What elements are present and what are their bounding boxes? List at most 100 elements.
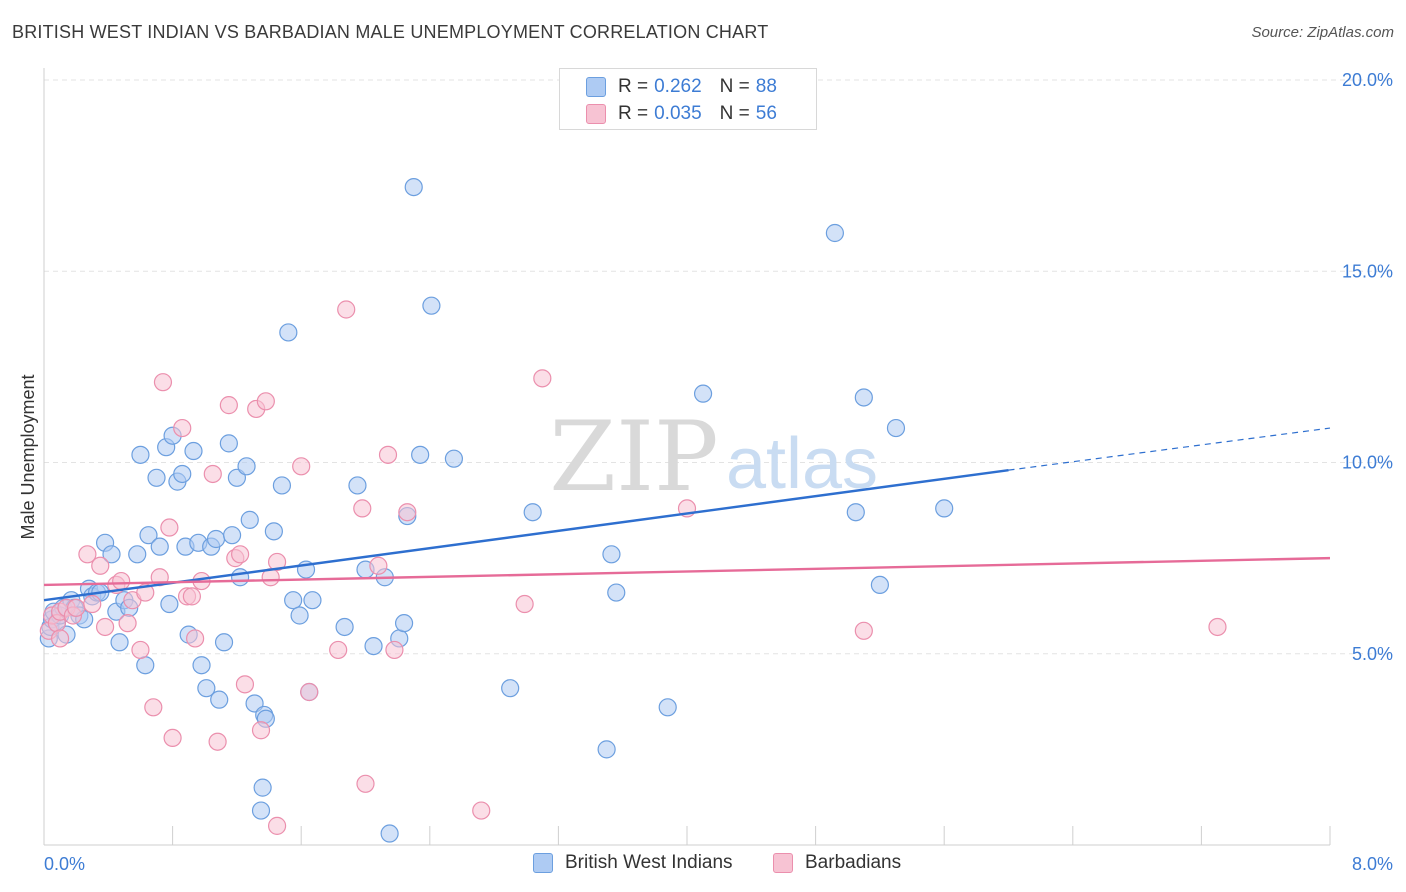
legend-item-british-west-indians[interactable]: British West Indians (533, 852, 733, 874)
r-value: 0.035 (654, 103, 702, 124)
points-layer (39, 178, 1227, 843)
point-british-west-indians (102, 545, 121, 564)
point-british-west-indians (214, 633, 234, 652)
point-barbadians (385, 640, 404, 660)
point-british-west-indians (240, 510, 259, 529)
point-british-west-indians (210, 690, 229, 709)
point-barbadians (267, 816, 287, 835)
point-barbadians (292, 457, 311, 476)
point-barbadians (182, 587, 201, 606)
point-british-west-indians (173, 464, 192, 484)
point-british-west-indians (160, 594, 179, 614)
point-british-west-indians (693, 384, 713, 403)
point-barbadians (163, 728, 182, 748)
point-barbadians (854, 621, 873, 640)
point-british-west-indians (348, 476, 367, 495)
x-tick-label-max: 8.0% (1352, 854, 1393, 874)
y-tick-label: 15.0% (1342, 261, 1393, 281)
point-british-west-indians (184, 441, 203, 461)
point-barbadians (67, 598, 86, 617)
point-barbadians (329, 640, 348, 660)
axis-layer: 5.0% 10.0% 15.0% 20.0% 0.0% 8.0% (43, 68, 1393, 874)
point-barbadians (533, 369, 552, 388)
point-british-west-indians (251, 801, 271, 820)
point-british-west-indians (136, 656, 155, 675)
point-british-west-indians (607, 583, 626, 602)
legend-item-barbadians[interactable]: Barbadians (773, 852, 901, 874)
point-barbadians (267, 552, 287, 572)
point-barbadians (50, 629, 70, 648)
point-barbadians (398, 503, 417, 522)
point-barbadians (353, 499, 372, 518)
point-british-west-indians (364, 636, 383, 656)
point-british-west-indians (284, 591, 303, 610)
point-british-west-indians (279, 323, 298, 342)
point-british-west-indians (886, 418, 906, 438)
point-british-west-indians (231, 568, 250, 587)
point-barbadians (173, 418, 192, 438)
point-barbadians (472, 801, 491, 820)
y-tick-label: 10.0% (1342, 453, 1393, 473)
point-barbadians (131, 640, 150, 660)
point-british-west-indians (131, 445, 150, 464)
point-british-west-indians (422, 296, 441, 315)
point-british-west-indians (935, 499, 954, 518)
point-british-west-indians (192, 656, 211, 675)
point-british-west-indians (846, 503, 865, 522)
point-barbadians (369, 556, 388, 575)
n-value: 88 (755, 76, 777, 97)
point-british-west-indians (597, 740, 616, 759)
point-barbadians (208, 732, 227, 751)
point-british-west-indians (150, 537, 169, 556)
trendline-british-west-indians-extrapolated (1008, 427, 1331, 471)
point-barbadians (378, 445, 398, 464)
point-barbadians (300, 682, 319, 702)
point-british-west-indians (147, 468, 166, 487)
point-barbadians (337, 300, 356, 319)
point-barbadians (160, 518, 179, 537)
watermark: ZIP atlas (549, 401, 878, 513)
point-british-west-indians (303, 591, 322, 610)
point-british-west-indians (110, 633, 129, 652)
y-tick-label: 5.0% (1352, 644, 1393, 664)
legend-label: British West Indians (565, 852, 733, 873)
point-british-west-indians (128, 545, 147, 564)
point-barbadians (95, 617, 115, 637)
point-barbadians (203, 464, 222, 484)
point-barbadians (186, 629, 205, 648)
point-barbadians (1208, 617, 1227, 637)
chart-title: BRITISH WEST INDIAN VS BARBADIAN MALE UN… (12, 22, 769, 42)
watermark-zip: ZIP (549, 401, 718, 513)
point-british-west-indians (444, 449, 464, 468)
point-barbadians (356, 774, 375, 793)
legend-row-barbadians: R = 0.035 N = 56 (586, 102, 777, 126)
point-british-west-indians (222, 526, 242, 545)
legend-stats: R = 0.262 N = 88 R = 0.035 N = 56 (559, 68, 817, 130)
point-british-west-indians (658, 698, 677, 717)
point-british-west-indians (394, 614, 414, 633)
legend-swatch-pink (773, 853, 793, 873)
point-british-west-indians (197, 679, 216, 698)
y-tick-label: 20.0% (1342, 70, 1393, 90)
point-british-west-indians (206, 529, 226, 549)
point-british-west-indians (411, 445, 430, 464)
point-british-west-indians (264, 522, 283, 541)
n-label: N = (719, 76, 750, 97)
point-barbadians (144, 698, 163, 717)
trend-layer (43, 427, 1331, 602)
source-credit: Source: ZipAtlas.com (1251, 24, 1394, 41)
legend-swatch-blue (533, 853, 553, 873)
point-british-west-indians (380, 824, 399, 843)
point-barbadians (251, 721, 271, 740)
point-british-west-indians (219, 434, 238, 453)
x-tick-label-min: 0.0% (44, 854, 85, 874)
point-barbadians (515, 594, 534, 614)
point-barbadians (91, 556, 110, 575)
point-barbadians (83, 594, 102, 614)
point-barbadians (112, 571, 131, 591)
point-british-west-indians (870, 575, 890, 595)
point-barbadians (219, 396, 238, 415)
r-label: R = (618, 103, 649, 124)
point-british-west-indians (139, 526, 158, 545)
